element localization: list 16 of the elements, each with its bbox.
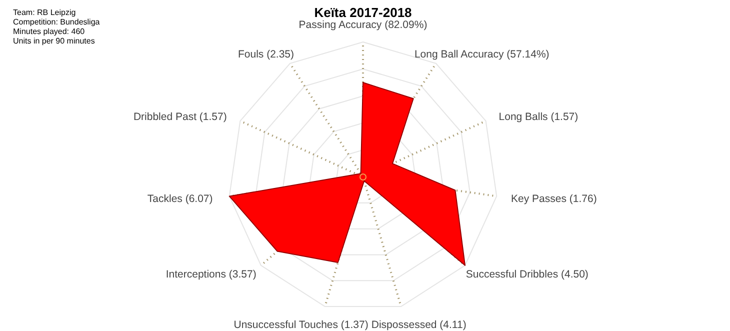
spoke-label: Dispossessed (4.11) [371,319,466,331]
spoke-label: Dribbled Past (1.57) [133,110,227,123]
spoke-label: Successful Dribbles (4.50) [466,268,588,280]
spoke-label: Tackles (6.07) [147,192,213,205]
spoke-label: Interceptions (3.57) [166,268,256,280]
spoke-label: Long Ball Accuracy (57.14%) [414,48,550,60]
text: Units in per 90 minutes [13,36,95,46]
text: Minutes played: 460 [13,27,86,36]
spoke-label: Unsuccessful Touches (1.37) [234,319,368,331]
text: Competition: Bundesliga [13,18,100,26]
spoke-label: Long Balls (1.57) [498,110,578,123]
spoke-label: Passing Accuracy (82.09%) [298,19,428,31]
spoke-label: Fouls (2.35) [238,48,294,60]
spoke-label: Key Passes (1.76) [511,192,597,205]
chart-title: Keïta 2017-2018 [314,5,412,20]
text: Team: RB Leipzig [13,8,76,17]
